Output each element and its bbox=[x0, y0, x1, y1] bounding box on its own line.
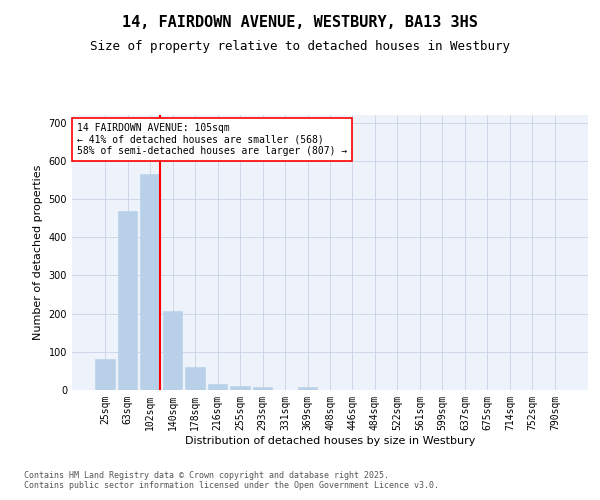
Bar bbox=[118, 211, 137, 390]
Bar bbox=[208, 384, 227, 390]
Bar bbox=[185, 367, 205, 390]
Bar bbox=[230, 386, 250, 390]
Bar bbox=[298, 388, 317, 390]
Text: 14 FAIRDOWN AVENUE: 105sqm
← 41% of detached houses are smaller (568)
58% of sem: 14 FAIRDOWN AVENUE: 105sqm ← 41% of deta… bbox=[77, 123, 347, 156]
Bar bbox=[163, 310, 182, 390]
Bar bbox=[95, 360, 115, 390]
Text: Contains HM Land Registry data © Crown copyright and database right 2025.
Contai: Contains HM Land Registry data © Crown c… bbox=[24, 470, 439, 490]
Bar bbox=[253, 388, 272, 390]
X-axis label: Distribution of detached houses by size in Westbury: Distribution of detached houses by size … bbox=[185, 436, 475, 446]
Y-axis label: Number of detached properties: Number of detached properties bbox=[33, 165, 43, 340]
Text: Size of property relative to detached houses in Westbury: Size of property relative to detached ho… bbox=[90, 40, 510, 53]
Bar bbox=[140, 174, 160, 390]
Text: 14, FAIRDOWN AVENUE, WESTBURY, BA13 3HS: 14, FAIRDOWN AVENUE, WESTBURY, BA13 3HS bbox=[122, 15, 478, 30]
